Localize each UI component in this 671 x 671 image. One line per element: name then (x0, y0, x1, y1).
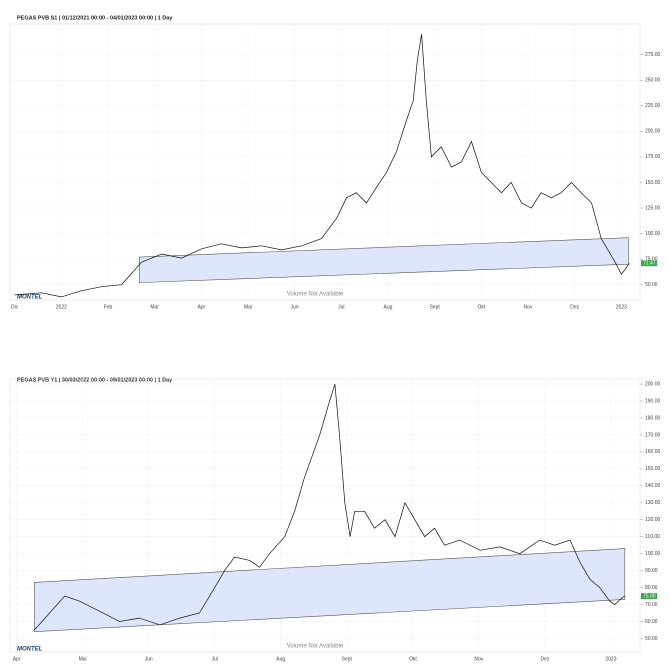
y-tick-label: 200.00 (645, 129, 661, 135)
volume-note: Volume Not Available (287, 292, 344, 298)
x-tick-label: Apr (197, 304, 205, 310)
y-tick-label: 130.00 (645, 500, 661, 506)
y-tick-label: 200.00 (645, 381, 661, 387)
x-tick-label: Sept (430, 304, 441, 310)
x-tick-label: Mai (79, 656, 87, 662)
x-tick-label: Jul (212, 656, 218, 662)
y-tick-label: 110.00 (645, 534, 660, 540)
y-tick-label: 275.00 (645, 52, 661, 58)
y-tick-label: 140.00 (645, 483, 661, 489)
x-tick-label: Nov (474, 656, 483, 662)
x-tick-label: Dez (540, 656, 549, 662)
x-tick-label: Jun (291, 304, 299, 310)
x-tick-label: Jun (145, 656, 153, 662)
y-tick-label: 150.00 (645, 466, 661, 472)
y-tick-label: 100.00 (645, 231, 661, 237)
last-value-label: 71.47 (643, 261, 656, 267)
y-tick-label: 50.00 (645, 282, 658, 288)
x-tick-label: Apr (13, 656, 21, 662)
last-value-badge (641, 260, 657, 267)
x-tick-label: Jul (338, 304, 344, 310)
y-tick-label: 50.00 (645, 636, 658, 642)
y-tick-label: 80.00 (645, 585, 658, 591)
y-tick-label: 160.00 (645, 449, 661, 455)
brand-logo: MONTEL (17, 647, 43, 653)
y-tick-label: 75.00 (645, 256, 658, 262)
x-tick-label: Mai (244, 304, 252, 310)
y-tick-label: 225.00 (645, 103, 661, 109)
volume-note: Volume Not Available (287, 644, 344, 650)
x-tick-label: Dez (570, 304, 579, 310)
x-tick-label: Okt (477, 304, 485, 310)
y-tick-label: 170.00 (645, 432, 661, 438)
plot-frame (9, 378, 641, 653)
chart-title: PEGAS PVB S1 | 01/12/2021 00:00 - 04/01/… (17, 15, 173, 21)
chart-title: PEGAS PVB Y1 | 30/03/2022 00:00 - 09/01/… (17, 377, 173, 383)
y-tick-label: 120.00 (645, 517, 661, 523)
x-tick-label: Nov (524, 304, 533, 310)
x-tick-label: Aug (276, 656, 285, 662)
x-tick-label: Sept (342, 656, 353, 662)
brand-logo: MONTEL (17, 295, 43, 301)
y-tick-label: 70.00 (645, 602, 658, 608)
x-tick-label: Mar (150, 304, 159, 310)
y-tick-label: 125.00 (645, 205, 661, 211)
y-tick-label: 150.00 (645, 180, 661, 186)
channel (34, 548, 626, 632)
price-line (34, 383, 626, 631)
y-tick-label: 100.00 (645, 551, 661, 557)
x-tick-label: Feb (104, 304, 113, 310)
y-tick-label: 180.00 (645, 415, 661, 421)
y-tick-label: 60.00 (645, 619, 658, 625)
y-tick-label: 250.00 (645, 78, 661, 84)
last-value-label: 75.00 (643, 593, 656, 599)
y-tick-label: 190.00 (645, 398, 661, 404)
x-tick-label: 2023 (616, 304, 627, 310)
x-tick-label: Dic (11, 304, 19, 310)
x-tick-label: 2022 (56, 304, 67, 310)
x-tick-label: Aug (384, 304, 393, 310)
channel (138, 237, 629, 283)
last-value-badge (641, 593, 657, 600)
x-tick-label: Okt (409, 656, 417, 662)
y-tick-label: 90.00 (645, 568, 658, 574)
price-line (14, 34, 630, 298)
y-tick-label: 175.00 (645, 154, 661, 160)
plot-frame (9, 23, 641, 301)
x-tick-label: 2023 (605, 656, 616, 662)
